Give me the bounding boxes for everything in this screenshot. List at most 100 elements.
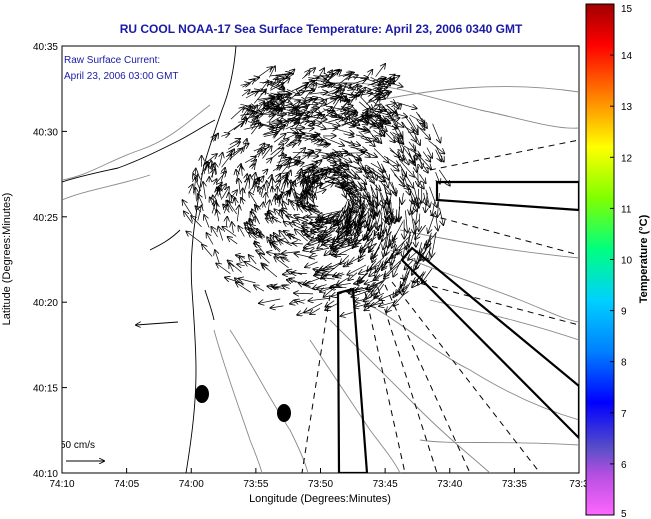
current-vector [361,207,371,224]
current-vector [183,200,193,216]
current-vector [290,180,291,198]
current-vector [310,308,321,314]
colorbar-tick-label: 6 [621,460,627,471]
current-vector [366,176,381,191]
current-vector [270,83,283,91]
current-vector [292,273,307,274]
annotation-line-1: Raw Surface Current: [64,55,161,66]
current-vector [326,300,335,307]
current-vector [408,117,418,133]
current-vector [372,278,386,296]
current-vector [416,153,431,170]
current-vector [297,197,307,211]
current-vector [364,227,369,240]
current-vector [327,176,339,182]
coastline [62,46,237,473]
current-vector [304,83,316,99]
current-vector [422,268,433,283]
current-vector [293,243,303,244]
current-vector [415,223,416,247]
current-vector [372,86,380,89]
current-vector [265,193,266,204]
current-vector [325,218,345,232]
current-vector [272,178,273,189]
current-vector [287,120,299,122]
current-vector [294,91,304,94]
current-vector [312,183,322,190]
current-vector [320,93,338,98]
current-vector [404,282,411,295]
y-tick-label: 40:20 [33,298,58,309]
current-vector [228,261,242,273]
current-vector [355,288,367,291]
current-vector [276,98,292,104]
current-vector [249,192,257,205]
scale-label: 50 cm/s [60,440,95,451]
current-vector [267,286,279,288]
current-vector [345,116,349,124]
current-vector [289,128,304,129]
current-vector [320,234,333,241]
current-vector [369,209,371,229]
colorbar-tick-label: 9 [621,307,627,318]
current-vector [246,174,248,183]
current-vector [276,174,280,181]
reference-arrow [136,321,179,325]
current-vector [373,273,384,280]
current-vector [257,206,258,211]
current-vector [428,214,435,234]
current-vector [265,214,282,224]
current-vector [250,91,265,92]
current-vector [406,231,412,249]
current-vector [204,215,210,228]
colorbar-ticks: 15 14 13 12 11 10 9 8 7 6 5 [610,3,633,519]
current-vector [363,119,379,128]
current-vector [303,247,315,250]
current-vector [390,149,404,160]
current-vector [388,231,391,248]
current-vector [263,134,277,137]
x-tick-label: 73:3 [569,479,589,490]
current-vector [223,227,237,237]
current-vector [393,174,409,190]
current-vector [373,148,388,162]
current-vector [383,225,391,249]
current-vector [215,250,220,264]
current-vector [236,283,251,293]
current-vector [418,164,419,186]
current-vector [275,181,280,187]
current-vector [352,117,363,128]
current-vector [238,226,245,237]
current-vector [263,203,264,208]
current-vector [282,285,290,288]
x-axis-ticks: 74:10 74:05 74:00 73:55 73:50 73:45 73:40 73:35… [49,468,589,490]
current-vector [235,164,241,183]
current-vector [348,163,362,172]
current-vector [325,115,341,118]
current-vector [263,170,267,174]
current-vector [325,302,340,310]
current-vector [301,162,317,168]
current-vector [364,299,381,311]
current-vector [358,90,371,91]
current-vector [369,243,378,252]
current-vector [343,168,359,179]
current-vector [373,168,377,180]
colorbar-tick-label: 12 [621,153,633,164]
current-vector [235,198,236,206]
current-vector [287,271,302,275]
current-vector [253,107,270,113]
current-vector [290,99,306,101]
current-vector [325,180,343,186]
plot-area [61,45,580,474]
current-vector [230,149,234,156]
current-vector [358,158,366,170]
current-vector [253,145,269,152]
current-vector [309,298,331,301]
current-vector [426,231,437,245]
current-vector [276,159,292,171]
current-vector [393,258,403,276]
current-vector [305,169,310,187]
current-vector [416,242,422,263]
current-vector [348,193,354,212]
